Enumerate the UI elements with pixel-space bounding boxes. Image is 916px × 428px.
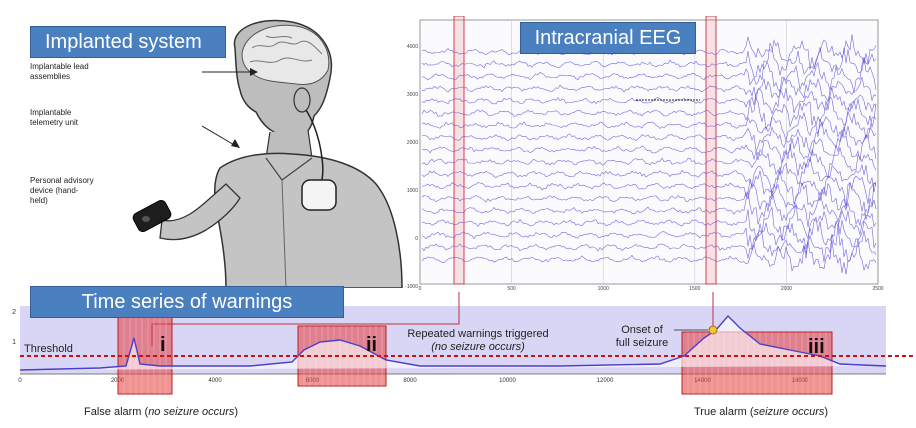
eeg-trace — [421, 121, 877, 157]
true-alarm-label: True alarm (seizure occurs) — [694, 406, 829, 418]
lead-assemblies-label: Implantable lead assemblies — [30, 62, 89, 81]
eeg-trace — [421, 42, 877, 78]
warnings-title: Time series of warnings — [30, 286, 344, 318]
eeg-panel: 4000 3000 2000 1000 0 -1000 0 500 1000 1500 2000 25… — [404, 16, 886, 292]
eeg-trace — [422, 170, 877, 207]
warnings-x-tick: 0 — [18, 378, 22, 384]
eeg-y-tick: 1000 — [407, 188, 418, 194]
eeg-trace — [421, 87, 877, 115]
advisory-device-label: Personal advisory device (hand-held) — [30, 176, 94, 205]
eeg-trace — [421, 129, 877, 164]
eeg-trace — [421, 225, 877, 263]
eeg-trace — [421, 181, 877, 220]
warnings-plot: 210200040006000800010000120001400016000 — [12, 292, 916, 395]
eeg-time-marker — [453, 16, 465, 285]
warnings-x-tick: 12000 — [597, 378, 614, 384]
eeg-y-tick: -1000 — [405, 284, 418, 290]
false-alarm-label: False alarm (no seizure occurs) — [84, 406, 239, 418]
region-label-i: i — [160, 334, 166, 356]
warnings-x-tick: 10000 — [499, 378, 516, 384]
eeg-x-tick: 1500 — [689, 286, 700, 292]
warnings-panel: 210200040006000800010000120001400016000 … — [0, 286, 916, 428]
warnings-x-tick: 8000 — [403, 378, 417, 384]
eeg-trace — [421, 76, 877, 103]
warnings-y-tick: 2 — [12, 309, 16, 316]
telemetry-unit-label: Implantable telemetry unit — [30, 108, 79, 127]
repeated-warnings-label: Repeated warnings triggered (no seizure … — [407, 328, 549, 353]
eeg-title: Intracranial EEG — [520, 22, 696, 54]
eeg-x-tick: 500 — [507, 286, 516, 292]
implanted-system-panel: Implanted system Implantable lead assembl… — [30, 8, 410, 288]
eeg-x-tick: 0 — [419, 286, 422, 292]
eeg-trace — [421, 96, 877, 131]
eeg-y-tick: 0 — [415, 236, 418, 242]
eeg-trace — [421, 190, 877, 228]
implanted-system-title: Implanted system — [30, 26, 226, 58]
warnings-y-tick: 1 — [12, 339, 16, 346]
eeg-x-tick: 2000 — [781, 286, 792, 292]
region-label-iii: iii — [808, 336, 825, 358]
eeg-trace — [421, 157, 877, 197]
onset-marker — [708, 325, 718, 335]
warning-curve — [19, 314, 887, 371]
region-label-ii: ii — [366, 334, 378, 356]
eeg-y-tick: 4000 — [407, 44, 418, 50]
eeg-time-marker — [705, 16, 717, 285]
eeg-trace — [421, 143, 877, 179]
eeg-trace — [421, 110, 877, 142]
highlight-box — [117, 307, 173, 395]
eeg-trace — [421, 238, 877, 275]
eeg-y-tick: 3000 — [407, 92, 418, 98]
eeg-trace — [421, 216, 877, 250]
onset-label: Onset of full seizure — [615, 324, 669, 349]
patient-illustration — [132, 19, 403, 288]
eeg-x-tick: 2500 — [872, 286, 883, 292]
eeg-x-tick: 1000 — [598, 286, 609, 292]
eeg-trace — [421, 57, 877, 93]
eeg-y-tick: 2000 — [407, 140, 418, 146]
highlight-region — [117, 307, 173, 395]
eeg-trace — [421, 203, 877, 242]
threshold-label: Threshold — [24, 343, 73, 355]
warnings-x-tick: 4000 — [208, 378, 222, 384]
